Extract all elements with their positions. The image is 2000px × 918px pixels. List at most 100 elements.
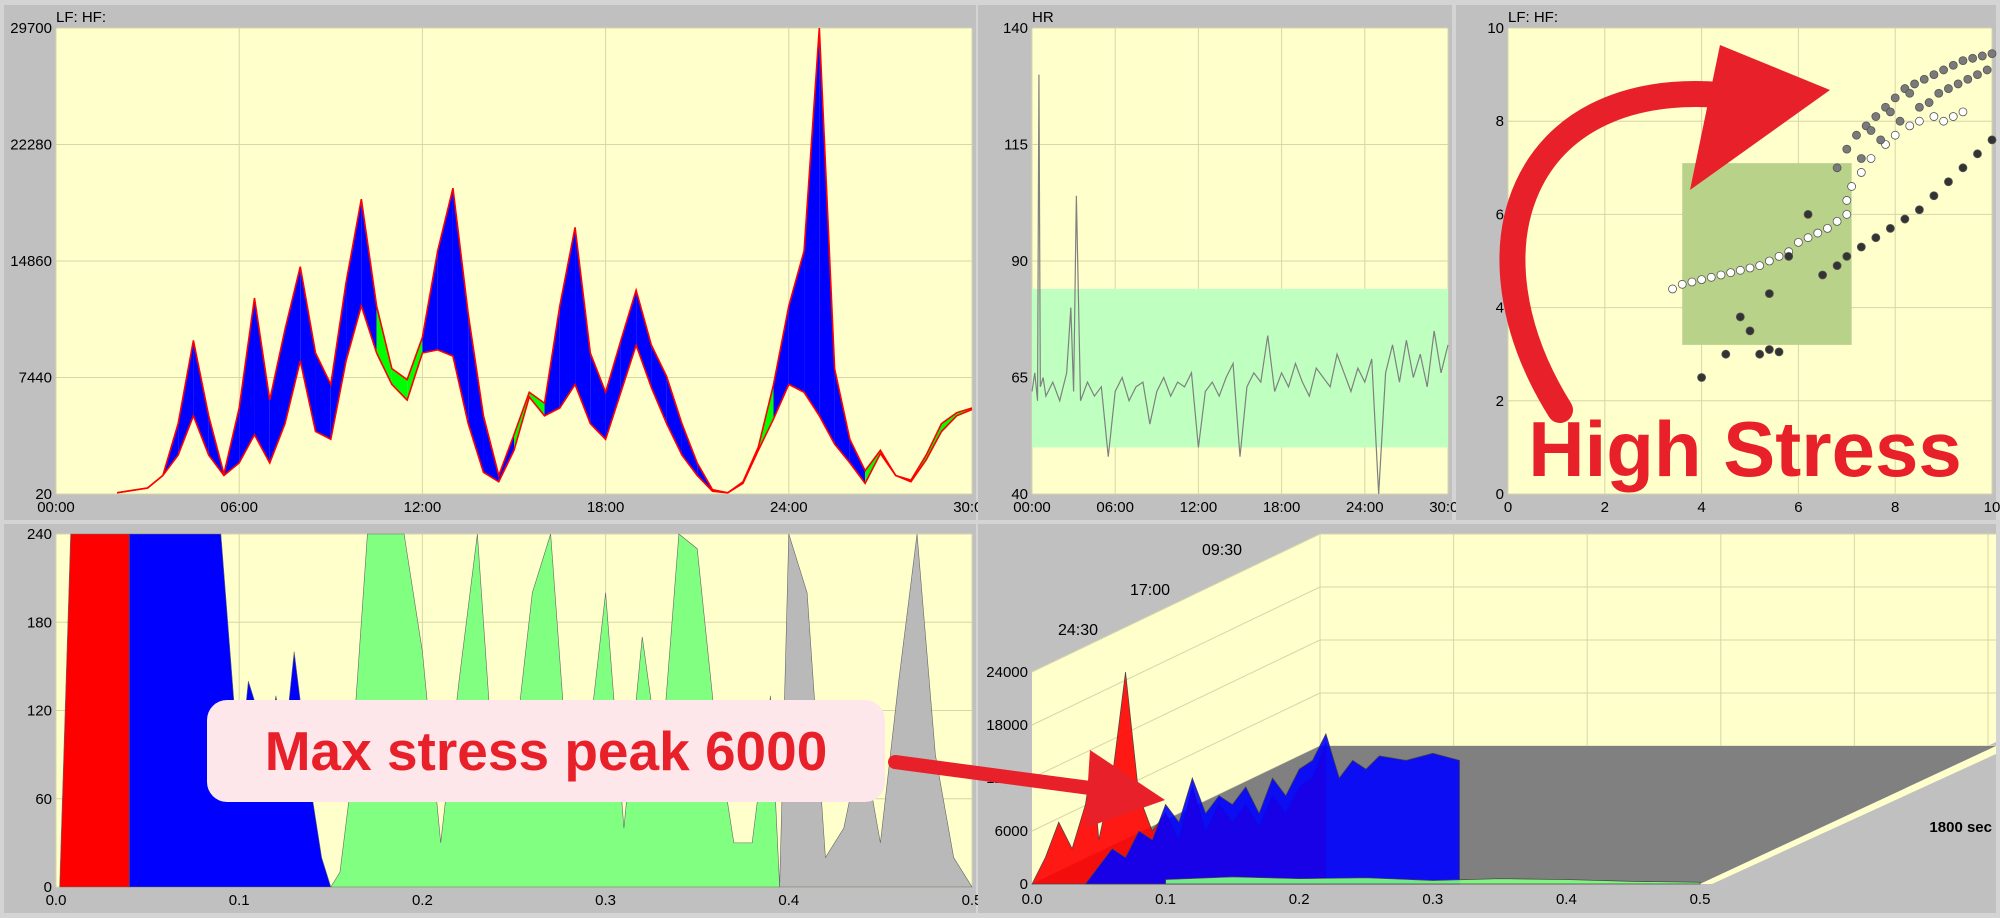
lf-hf-segment (346, 199, 362, 361)
scatter-point (1915, 102, 1924, 112)
panel-spectrum-3d: 06000120001800024000 0.00.10.20.30.40.5 … (978, 524, 1996, 913)
scatter-point (1745, 326, 1755, 336)
scatter-point (1905, 121, 1915, 131)
scatter-point (1939, 65, 1948, 75)
x-tick-label: 0.0 (1022, 891, 1043, 908)
scatter-point (1890, 130, 1900, 140)
scatter-point (1919, 74, 1929, 84)
scatter-point (1842, 144, 1852, 154)
lf-hf-segment (834, 368, 850, 463)
scatter-point (1944, 84, 1953, 93)
scatter-point (1929, 70, 1939, 79)
y-tick-labels: 0 2 4 6 8 10 (1487, 20, 1504, 503)
x-tick-label: 0.2 (412, 892, 433, 909)
scatter-point (1852, 130, 1861, 140)
scatter-point (1890, 93, 1900, 103)
scatter-point (1726, 268, 1736, 278)
high-stress-label: High Stress (1528, 405, 1961, 493)
y-tick-label: 40 (1011, 486, 1028, 503)
scatter-point (1813, 228, 1823, 238)
lf-hf-segment (666, 376, 682, 456)
scatter-point (1842, 251, 1852, 261)
scatter-point (1948, 112, 1958, 121)
x-tick-label: 24:00 (770, 499, 808, 516)
spectrum-surface (1165, 876, 1701, 885)
scatter-point (1764, 345, 1774, 354)
scatter-point (1755, 349, 1765, 359)
scatter-point (1745, 263, 1755, 273)
scatter-point (1944, 177, 1953, 187)
callout-box (207, 700, 885, 802)
lf-hf-segment (391, 368, 408, 401)
scatter-point (1764, 256, 1774, 266)
lf-hf-segment (254, 298, 270, 463)
scatter-point (1982, 65, 1992, 75)
scatter-point (1856, 168, 1866, 177)
x-tick-label: 0.5 (1690, 891, 1711, 908)
floor-edge (1700, 746, 1996, 884)
scatter-point (1856, 154, 1866, 163)
y-tick-label: 65 (1011, 370, 1028, 387)
y-tick-label: 240 (27, 526, 52, 543)
max-peak-callout: Max stress peak 6000 (207, 700, 1165, 828)
normal-range-band (1032, 288, 1448, 448)
lf-hf-segment (804, 28, 820, 416)
scatter-point (1987, 135, 1997, 145)
high-stress-arrow-icon (1499, 81, 1733, 423)
scatter-point (1856, 242, 1866, 252)
lf-hf-segment (315, 353, 331, 440)
y-tick-label: 10 (1487, 20, 1504, 37)
y-tick-label: 6000 (995, 823, 1028, 840)
x-tick-label: 0 (1504, 499, 1512, 516)
hr-series (1031, 74, 1449, 495)
scatter-point (1900, 214, 1910, 224)
scatter-point (1832, 163, 1842, 173)
x-tick-label: 12:00 (404, 499, 442, 516)
y-tick-label: 4 (1496, 300, 1504, 317)
callout-arrowhead-icon (1085, 750, 1165, 828)
x-tick-label: 24:00 (1346, 499, 1384, 516)
scatter-point (1939, 116, 1948, 126)
y-tick-label: 20 (35, 486, 52, 503)
x-tick-label: 18:00 (1263, 499, 1301, 516)
scatter-point (1910, 79, 1919, 89)
scatter-point (1885, 107, 1895, 117)
x-tick-label: 00:00 (37, 499, 75, 516)
scatter-point (1764, 289, 1774, 299)
y-tick-label: 60 (35, 791, 52, 808)
scatter-point (1871, 233, 1881, 243)
scatter-point (1885, 223, 1895, 233)
panel-lf-hf-scatter: 0 2 4 6 8 10 0 2 4 6 8 10 LF: HF: High Stress (1456, 5, 2000, 520)
y-tick-labels: 0 60 120 180 240 (27, 526, 52, 896)
scatter-point (1924, 98, 1934, 107)
scatter-point (1832, 261, 1842, 271)
scatter-point (1963, 74, 1973, 84)
scatter-point (1968, 53, 1978, 63)
grid-line-depth (1031, 639, 1321, 779)
scatter-point (1987, 49, 1997, 59)
scatter-point (1842, 209, 1852, 219)
callout-arrow-icon (888, 755, 1112, 797)
lf-hf-segment (575, 227, 591, 424)
chart-title: HR (1032, 9, 1054, 26)
scatter-point (1687, 277, 1697, 287)
y-tick-label: 8 (1496, 113, 1504, 130)
scatter-point (1818, 270, 1827, 280)
scatter-point (1823, 223, 1832, 233)
lf-series-line (116, 27, 973, 494)
scatter-point (1794, 237, 1803, 247)
band-area (779, 533, 973, 888)
y-tick-label: 115 (1004, 137, 1028, 154)
lf-hf-segment (300, 266, 316, 432)
scatter-point (1973, 149, 1982, 159)
x-tick-label: 0.4 (778, 892, 799, 909)
y-tick-label: 140 (1003, 20, 1028, 37)
max-peak-label: Max stress peak 6000 (265, 720, 828, 782)
lf-hf-segment (788, 250, 805, 393)
chart-title: LF: HF: (1508, 9, 1558, 26)
x-tick-label: 0.4 (1556, 891, 1577, 908)
lf-hf-segment (330, 282, 347, 440)
x-tick-label: 0.5 (962, 892, 983, 909)
scatter-point (1915, 205, 1924, 215)
x-tick-label: 06:00 (220, 499, 258, 516)
